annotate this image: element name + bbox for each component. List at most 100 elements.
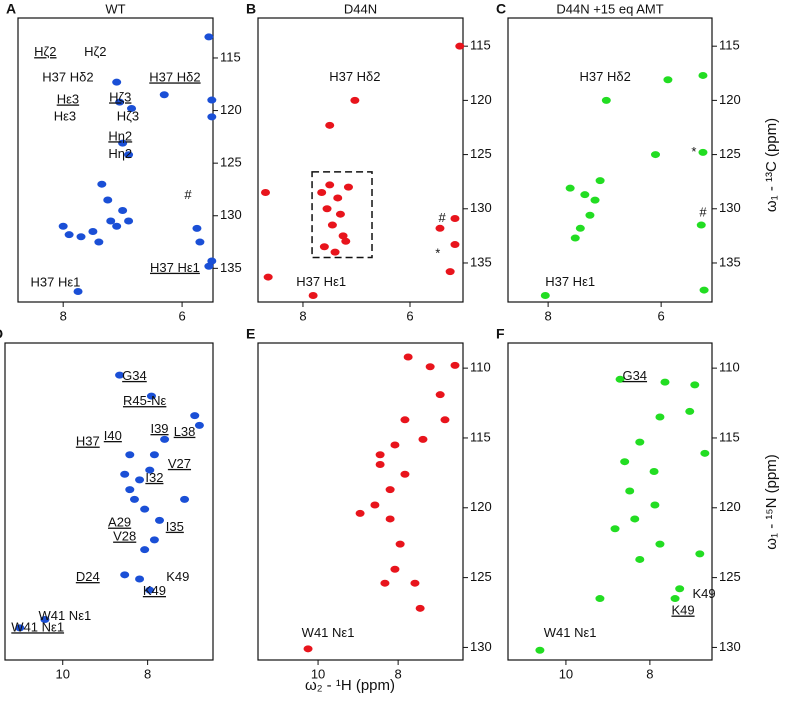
panel-letter: F (496, 326, 505, 342)
peak (140, 505, 150, 513)
peak (146, 392, 156, 400)
peak-label: H37 Hδ2 (580, 69, 631, 84)
peak (620, 458, 630, 466)
x-tick-label: 8 (395, 666, 402, 681)
peak (450, 241, 460, 249)
y-tick-label: 130 (220, 207, 242, 222)
peak (565, 184, 575, 192)
peak-label: G34 (622, 368, 647, 383)
peak (450, 361, 460, 369)
peak (149, 536, 159, 544)
y-tick-label: 120 (719, 92, 741, 107)
peak (400, 416, 410, 424)
y-tick-label: 135 (719, 254, 741, 269)
peak (690, 381, 700, 389)
y-tick-label: 125 (719, 569, 741, 584)
peak (685, 407, 695, 415)
peak (615, 375, 625, 383)
x-axis-title: ω₂ - ¹H (ppm) (305, 677, 395, 694)
peak (155, 516, 165, 524)
peak-label: R45-Nε (123, 393, 167, 408)
peak-label: I39 (150, 421, 168, 436)
peak (370, 501, 380, 509)
peak (97, 180, 107, 188)
peak-label: K49 (166, 569, 189, 584)
peak (140, 546, 150, 554)
y-tick-label: 110 (470, 360, 491, 375)
peak (435, 391, 445, 399)
peak (570, 234, 580, 242)
plot-frame (257, 17, 464, 303)
peak (120, 571, 130, 579)
peak (115, 371, 125, 379)
peak-label: D24 (76, 569, 100, 584)
peak (585, 211, 595, 219)
peak (700, 449, 710, 457)
peak-label: W41 Nε1 (302, 625, 355, 640)
peak (112, 78, 122, 86)
peak (385, 515, 395, 523)
peak (204, 262, 214, 270)
peak-label: V28 (113, 529, 136, 544)
peak (120, 470, 130, 478)
peak (390, 565, 400, 573)
peak (76, 233, 86, 241)
peak (303, 645, 313, 653)
peak (343, 183, 353, 191)
y-tick-label: 115 (470, 38, 491, 53)
peak (575, 224, 585, 232)
peak (124, 217, 134, 225)
peak-label: V27 (168, 456, 191, 471)
peak (435, 224, 445, 232)
peak-label: W41 Nε1 (11, 619, 64, 634)
highlight-box (311, 171, 373, 259)
peak-label: H37 Hε1 (296, 274, 346, 289)
y-tick-label: 120 (719, 499, 741, 514)
peak (699, 286, 709, 294)
x-tick-label: 10 (55, 666, 69, 681)
y-tick-label: 115 (719, 429, 740, 444)
peak (129, 495, 139, 503)
panel-letter: A (6, 1, 16, 17)
peak (88, 228, 98, 236)
peak (395, 540, 405, 548)
peak (418, 435, 428, 443)
peak (58, 222, 68, 230)
peak (450, 215, 460, 223)
y-axis-title: ω₁ - ¹⁵N (ppm) (763, 454, 780, 550)
peak (207, 257, 217, 265)
peak (145, 586, 155, 594)
y-tick-label: 130 (719, 200, 741, 215)
peak (94, 238, 104, 246)
peak-label: K49 (671, 603, 694, 618)
peak-label: H37 (76, 434, 100, 449)
peak-label: W41 Nε1 (544, 625, 597, 640)
peak-label: H37 Hε1 (31, 275, 81, 290)
peak (650, 501, 660, 509)
x-tick-label: 6 (178, 308, 185, 323)
peak-label: H37 Hδ2 (42, 69, 93, 84)
peak (338, 232, 348, 240)
panel-letter: D (0, 326, 3, 342)
peak (610, 525, 620, 533)
panel-title: WT (105, 1, 125, 16)
peak-label: H37 Hδ2 (149, 69, 200, 84)
peak (341, 237, 351, 245)
peak (650, 151, 660, 159)
peak (263, 273, 273, 281)
peak-label: A29 (108, 515, 131, 530)
peak-label: * (435, 246, 440, 261)
peak (112, 222, 122, 230)
peak (40, 616, 50, 624)
peak (260, 189, 270, 197)
peak (698, 71, 708, 79)
peak (327, 221, 337, 229)
peak-label: H37 Hε1 (150, 260, 200, 275)
peak-label: # (699, 205, 707, 220)
peak (375, 451, 385, 459)
panel-letter: B (246, 1, 256, 17)
peak (335, 210, 345, 218)
peak (403, 353, 413, 361)
peak (322, 205, 332, 213)
peak (190, 412, 200, 420)
